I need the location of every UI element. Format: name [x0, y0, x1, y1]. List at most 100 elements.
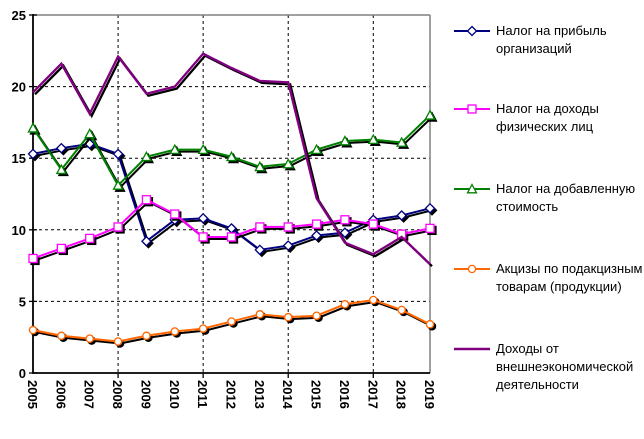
data-point-marker: [340, 300, 350, 309]
data-point-marker: [55, 163, 67, 175]
legend-label: Налог на доходы физических лиц: [496, 101, 599, 135]
data-point-marker: [141, 195, 152, 205]
series-line-2: [32, 114, 431, 188]
x-tick-label-2013: 2013: [252, 380, 267, 409]
data-point-marker: [56, 243, 67, 254]
data-point-marker: [112, 179, 124, 190]
data-point-marker: [55, 142, 67, 154]
legend-item-3: Акцизы по подакцизным товарам (продукции…: [452, 260, 644, 296]
data-point-marker: [28, 325, 38, 335]
legend-item-4: Доходы от внешнеэкономической деятельнос…: [452, 340, 644, 395]
data-point-marker: [254, 244, 266, 256]
data-point-marker: [28, 253, 38, 264]
y-tick-label-5: 5: [19, 294, 26, 309]
legend-sample-square-icon: [454, 104, 490, 114]
data-point-marker: [170, 209, 180, 219]
legend-item-1: Налог на доходы физических лиц: [452, 100, 644, 136]
data-point-marker: [140, 150, 153, 162]
data-point-marker: [311, 219, 322, 229]
legend-label: Доходы от внешнеэкономической деятельнос…: [496, 341, 634, 393]
data-point-marker: [113, 222, 123, 232]
data-point-marker: [396, 136, 408, 147]
data-point-marker: [312, 311, 321, 320]
data-point-marker: [396, 210, 408, 221]
data-point-marker: [57, 331, 66, 341]
data-point-marker: [112, 148, 124, 160]
x-tick-label-2012: 2012: [224, 380, 239, 409]
data-point-marker: [466, 25, 478, 37]
legend-sample-line-icon: [454, 347, 490, 351]
legend: Налог на прибыль организаций Налог на дох…: [452, 0, 644, 439]
series-line-4: [32, 52, 431, 265]
x-tick-label-2009: 2009: [138, 380, 153, 409]
x-tick-label-2016: 2016: [337, 380, 352, 409]
data-point-marker: [369, 295, 378, 305]
data-point-marker: [282, 240, 294, 251]
legend-sample-diamond-icon: [454, 25, 490, 37]
x-tick-label-2014: 2014: [280, 380, 295, 410]
plot-area: 0 5 10 15 20 25 2005 2006 2007 2008 2009 2010 2011 20…: [12, 8, 437, 410]
x-tick-label-2015: 2015: [309, 380, 324, 409]
data-point-marker: [340, 215, 350, 225]
data-point-marker: [85, 233, 95, 244]
x-tick-label-2007: 2007: [82, 380, 97, 409]
data-point-marker: [425, 223, 435, 234]
x-tick-label-2005: 2005: [25, 380, 40, 409]
y-tick-label-10: 10: [12, 223, 26, 238]
data-point-marker: [254, 160, 266, 172]
data-point-marker: [113, 337, 123, 346]
series-3: [28, 295, 435, 346]
data-point-marker: [367, 133, 379, 145]
data-point-marker: [283, 222, 293, 232]
x-tick-label-2019: 2019: [422, 380, 437, 409]
legend-item-0: Налог на прибыль организаций: [452, 22, 644, 58]
data-point-marker: [339, 135, 351, 146]
data-point-marker: [27, 122, 39, 133]
data-point-marker: [368, 219, 378, 229]
legend-sample-circle-icon: [454, 264, 490, 274]
data-point-marker: [255, 222, 265, 232]
x-tick-label-2017: 2017: [365, 380, 380, 409]
data-point-marker: [198, 232, 208, 242]
data-point-marker: [84, 127, 96, 139]
data-point-marker: [282, 158, 294, 169]
data-point-marker: [27, 148, 39, 160]
data-point-marker: [397, 305, 406, 315]
x-tick-label-2010: 2010: [167, 380, 182, 409]
data-point-marker: [227, 317, 236, 326]
data-point-marker: [466, 183, 478, 194]
legend-label: Акцизы по подакцизным товарам (продукции…: [496, 261, 643, 295]
data-point-marker: [339, 227, 351, 239]
legend-label: Налог на добавленную стоимость: [496, 181, 636, 215]
x-tick-label-2011: 2011: [195, 380, 210, 408]
data-point-marker: [424, 109, 436, 120]
data-point-marker: [310, 143, 323, 155]
data-point-marker: [467, 104, 477, 114]
legend-sample-triangle-icon: [454, 183, 490, 194]
legend-item-2: Налог на добавленную стоимость: [452, 180, 644, 216]
data-point-marker: [311, 230, 322, 241]
data-point-marker: [425, 320, 435, 329]
data-point-marker: [226, 232, 237, 242]
data-point-marker: [142, 331, 151, 341]
y-tick-label-25: 25: [12, 8, 26, 23]
series-1: [28, 195, 435, 264]
legend-label: Налог на прибыль организаций: [496, 23, 607, 57]
series-0: [27, 138, 436, 256]
data-point-marker: [197, 212, 209, 224]
series-4: [32, 52, 431, 265]
data-point-marker: [170, 327, 180, 336]
x-tick-label-2006: 2006: [53, 380, 68, 409]
data-point-marker: [225, 150, 238, 162]
y-tick-label-15: 15: [12, 151, 26, 166]
x-tick-label-2018: 2018: [394, 380, 409, 409]
data-point-marker: [169, 143, 181, 155]
data-point-marker: [197, 143, 209, 155]
y-tick-label-0: 0: [19, 366, 26, 381]
series-2: [27, 109, 436, 190]
data-point-marker: [85, 334, 94, 343]
x-tick-label-2008: 2008: [110, 380, 125, 409]
data-point-marker: [283, 312, 293, 322]
data-point-marker: [424, 202, 436, 214]
